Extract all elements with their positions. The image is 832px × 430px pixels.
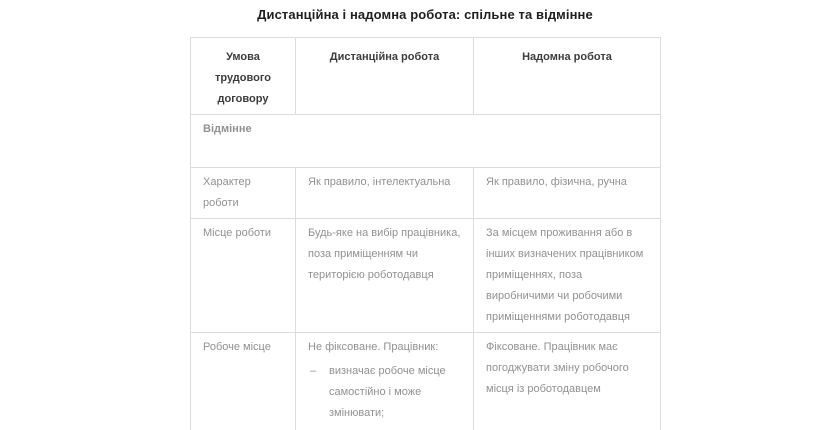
row-label: Місце роботи — [190, 218, 296, 333]
cell-home-character: Як правило, фізична, ручна — [473, 167, 661, 219]
cell-remote-character: Як правило, інтелектуальна — [295, 167, 474, 219]
table-row-character: Характер роботи Як правило, інтелектуаль… — [190, 167, 661, 219]
section-title: Відмінне — [190, 114, 661, 168]
cell-home-place: За місцем проживання або в інших визначе… — [473, 218, 661, 333]
section-row: Відмінне — [190, 114, 661, 168]
page-title: Дистанційна і надомна робота: спільне та… — [257, 7, 593, 22]
row-label: Робоче місце — [190, 332, 296, 430]
column-header-home-work: Надомна робота — [473, 37, 661, 115]
column-header-contract-term: Умова трудового договору — [190, 37, 296, 115]
table-row-place-of-work: Місце роботи Будь-яке на вибір працівник… — [190, 218, 661, 333]
header-row: Умова трудового договору Дистанційна роб… — [190, 37, 661, 115]
column-header-remote-work: Дистанційна робота — [295, 37, 474, 115]
bullet-list: визначає робоче місце самостійно і може … — [308, 361, 465, 430]
cell-remote-workplace: Не фіксоване. Працівник: визначає робоче… — [295, 332, 474, 430]
table-row-workplace: Робоче місце Не фіксоване. Працівник: ви… — [190, 332, 661, 430]
workplace-intro-text: Не фіксоване. Працівник: — [308, 341, 439, 353]
cell-remote-place: Будь-яке на вибір працівника, поза примі… — [295, 218, 474, 333]
comparison-table: Умова трудового договору Дистанційна роб… — [190, 37, 661, 430]
list-item: може поєднувати з роботою на робочому мі… — [308, 424, 465, 430]
cell-home-workplace: Фіксоване. Працівник має погоджувати змі… — [473, 332, 661, 430]
row-label: Характер роботи — [190, 167, 296, 219]
list-item: визначає робоче місце самостійно і може … — [308, 361, 465, 424]
